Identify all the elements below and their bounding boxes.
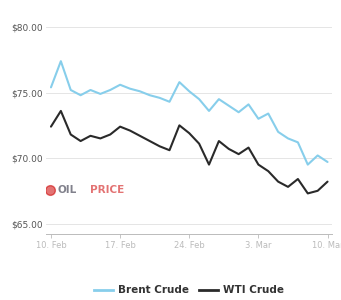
Text: PRICE: PRICE bbox=[90, 185, 125, 195]
Text: OIL: OIL bbox=[58, 185, 77, 195]
Legend: Brent Crude, WTI Crude: Brent Crude, WTI Crude bbox=[90, 281, 288, 299]
